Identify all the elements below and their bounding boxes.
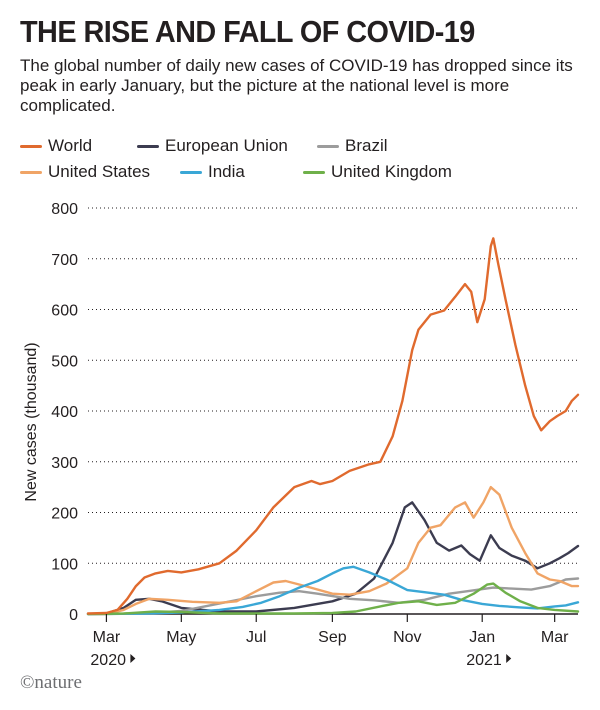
y-tick-label-800: 800: [51, 201, 78, 218]
legend-swatch-brazil: [317, 144, 339, 148]
legend-item-india: India: [180, 162, 303, 182]
y-tick-label-100: 100: [51, 556, 78, 573]
y-axis-title: New cases (thousand): [23, 342, 40, 501]
legend: World European Union Brazil United State…: [20, 133, 590, 185]
gridlines: [88, 207, 578, 615]
chart-subtitle: The global number of daily new cases of …: [20, 56, 573, 115]
legend-label-brazil: Brazil: [345, 136, 388, 155]
x-tick-label-3: Sep: [318, 629, 347, 646]
legend-label-uk: United Kingdom: [331, 162, 452, 181]
nature-logo: ©nature: [20, 672, 82, 693]
legend-item-world: World: [20, 136, 137, 156]
year-arrow-icon-2020: [130, 654, 136, 663]
legend-swatch-uk: [303, 170, 325, 174]
y-tick-label-500: 500: [51, 353, 78, 370]
legend-item-us: United States: [20, 162, 180, 182]
x-year-label-2021: 2021: [466, 652, 502, 669]
legend-row-2: United States India United Kingdom: [20, 159, 590, 185]
x-axis: Mar 2020 May Jul Sep Nov Jan 2021 Mar: [90, 614, 569, 669]
y-tick-label-200: 200: [51, 506, 78, 523]
legend-swatch-eu: [137, 144, 159, 148]
x-tick-label-6: Mar: [541, 629, 569, 646]
legend-swatch-india: [180, 170, 202, 174]
legend-item-uk: United Kingdom: [303, 162, 452, 182]
series-line-brazil: [86, 577, 580, 616]
legend-swatch-world: [20, 144, 42, 148]
series-lines: [86, 237, 580, 616]
legend-label-world: World: [48, 136, 93, 155]
series-line-india: [86, 565, 580, 616]
line-chart: 0 100 200 300 400 500 600 700 800 Mar 2020 May Jul S…: [23, 201, 580, 669]
series-line-united-states: [86, 485, 580, 616]
x-tick-label-1: May: [166, 629, 196, 646]
legend-label-eu: European Union: [165, 136, 288, 155]
legend-item-eu: European Union: [137, 136, 317, 156]
y-axis: 0 100 200 300 400 500 600 700 800: [51, 201, 78, 624]
y-tick-label-400: 400: [51, 404, 78, 421]
series-line-european-union: [86, 501, 580, 616]
x-tick-label-0: Mar: [93, 629, 121, 646]
y-tick-label-0: 0: [69, 607, 78, 624]
legend-label-us: United States: [48, 162, 151, 181]
series-line-united-kingdom: [86, 582, 580, 616]
x-tick-label-4: Nov: [393, 629, 421, 646]
legend-swatch-us: [20, 170, 42, 174]
y-tick-label-600: 600: [51, 303, 78, 320]
legend-item-brazil: Brazil: [317, 136, 388, 156]
x-year-label-2020: 2020: [90, 652, 126, 669]
chart-title: THE RISE AND FALL OF COVID-19: [20, 14, 475, 49]
x-tick-label-2: Jul: [246, 629, 266, 646]
legend-label-india: India: [208, 162, 245, 181]
legend-row-1: World European Union Brazil: [20, 133, 590, 159]
year-arrow-icon-2021: [506, 654, 512, 663]
series-line-world: [86, 237, 580, 615]
x-tick-label-5: Jan: [469, 629, 495, 646]
y-tick-label-700: 700: [51, 252, 78, 269]
y-tick-label-300: 300: [51, 455, 78, 472]
